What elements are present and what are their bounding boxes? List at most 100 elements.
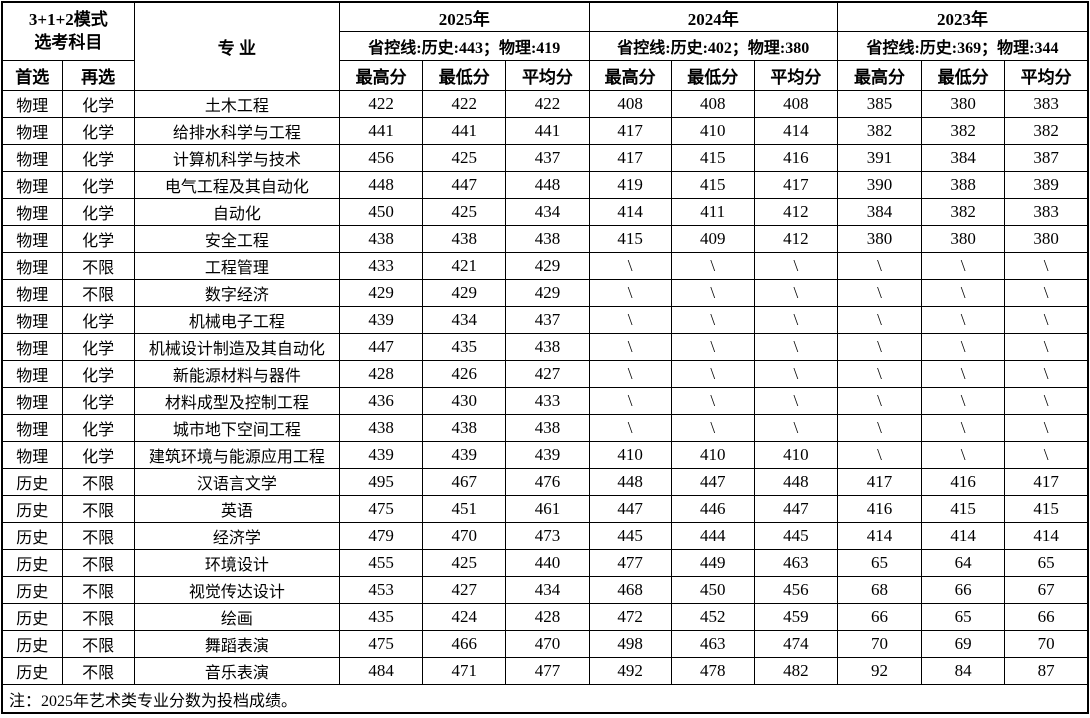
score-cell: 447 [753, 495, 838, 523]
second-choice-cell: 化学 [61, 414, 135, 442]
score-column-header-row: 首选 再选 最高分 最低分 平均分 最高分 最低分 平均分 最高分 最低分 平均… [1, 60, 1089, 91]
score-cell: 446 [670, 495, 755, 523]
score-cell: \ [670, 279, 755, 307]
score-col-header-max: 最高分 [836, 60, 923, 91]
score-cell: 449 [670, 549, 755, 577]
score-cell: 417 [588, 144, 672, 172]
score-cell: 417 [1004, 468, 1089, 496]
score-cell: 422 [505, 90, 590, 118]
score-cell: \ [1004, 414, 1089, 442]
score-cell: 470 [422, 522, 507, 550]
score-cell: \ [753, 306, 838, 334]
score-cell: 459 [753, 603, 838, 631]
score-cell: 450 [670, 576, 755, 604]
year-header-2023: 2023年 [836, 1, 1089, 32]
table-row: 物理 化学 城市地下空间工程 438 438 438 \ \ \ \ \ \ [1, 414, 1089, 442]
first-choice-cell: 物理 [1, 441, 63, 469]
score-cell: 415 [921, 495, 1006, 523]
second-choice-cell: 化学 [61, 171, 135, 199]
score-cell: \ [588, 360, 672, 388]
score-cell: 390 [836, 171, 923, 199]
score-cell: 64 [921, 549, 1006, 577]
major-cell: 音乐表演 [133, 657, 341, 685]
score-cell: 416 [836, 495, 923, 523]
score-cell: 463 [670, 630, 755, 658]
score-cell: 415 [670, 171, 755, 199]
score-cell: 436 [339, 387, 424, 415]
score-cell: \ [921, 279, 1006, 307]
major-cell: 电气工程及其自动化 [133, 171, 341, 199]
score-cell: \ [921, 306, 1006, 334]
score-col-header-max: 最高分 [339, 60, 424, 91]
score-cell: \ [836, 252, 923, 280]
first-choice-cell: 物理 [1, 171, 63, 199]
score-cell: \ [1004, 306, 1089, 334]
score-cell: 450 [339, 198, 424, 226]
score-cell: 416 [921, 468, 1006, 496]
score-cell: 383 [1004, 90, 1089, 118]
score-cell: 438 [505, 333, 590, 361]
score-cell: 445 [588, 522, 672, 550]
score-cell: \ [753, 360, 838, 388]
score-cell: 424 [422, 603, 507, 631]
major-column-header: 专 业 [133, 1, 341, 91]
score-cell: 477 [505, 657, 590, 685]
score-cell: 383 [1004, 198, 1089, 226]
major-cell: 给排水科学与工程 [133, 117, 341, 145]
score-cell: 426 [422, 360, 507, 388]
first-choice-cell: 物理 [1, 360, 63, 388]
score-cell: \ [670, 387, 755, 415]
score-cell: 410 [753, 441, 838, 469]
second-choice-cell: 化学 [61, 144, 135, 172]
second-choice-cell: 化学 [61, 225, 135, 253]
table-row: 历史 不限 音乐表演 484 471 477 492 478 482 92 84… [1, 657, 1089, 685]
score-cell: 463 [753, 549, 838, 577]
table-row: 历史 不限 视觉传达设计 453 427 434 468 450 456 68 … [1, 576, 1089, 604]
year-header-row: 3+1+2模式 选考科目 专 业 2025年 2024年 2023年 [1, 1, 1089, 91]
second-choice-cell: 化学 [61, 90, 135, 118]
second-choice-cell: 不限 [61, 603, 135, 631]
score-cell: \ [1004, 279, 1089, 307]
score-cell: 66 [921, 576, 1006, 604]
score-cell: \ [1004, 387, 1089, 415]
first-choice-cell: 物理 [1, 279, 63, 307]
score-cell: 380 [921, 90, 1006, 118]
score-cell: \ [670, 333, 755, 361]
score-cell: 65 [921, 603, 1006, 631]
score-cell: 70 [836, 630, 923, 658]
score-cell: 438 [422, 414, 507, 442]
table-row: 物理 化学 电气工程及其自动化 448 447 448 419 415 417 … [1, 171, 1089, 199]
table-row: 物理 化学 安全工程 438 438 438 415 409 412 380 3… [1, 225, 1089, 253]
score-cell: 439 [505, 441, 590, 469]
table-row: 历史 不限 环境设计 455 425 440 477 449 463 65 64… [1, 549, 1089, 577]
score-cell: 441 [505, 117, 590, 145]
second-choice-cell: 不限 [61, 279, 135, 307]
score-cell: 415 [588, 225, 672, 253]
major-cell: 城市地下空间工程 [133, 414, 341, 442]
score-cell: 388 [921, 171, 1006, 199]
mode-line-2: 选考科目 [34, 32, 103, 52]
major-cell: 自动化 [133, 198, 341, 226]
score-cell: 478 [670, 657, 755, 685]
first-choice-cell: 历史 [1, 522, 63, 550]
score-cell: 422 [422, 90, 507, 118]
score-cell: \ [921, 441, 1006, 469]
score-col-header-min: 最低分 [921, 60, 1006, 91]
score-cell: 438 [339, 225, 424, 253]
score-cell: \ [836, 306, 923, 334]
score-cell: \ [670, 414, 755, 442]
second-choice-cell: 不限 [61, 522, 135, 550]
score-cell: 408 [753, 90, 838, 118]
score-cell: 70 [1004, 630, 1089, 658]
score-cell: 414 [1004, 522, 1089, 550]
first-choice-cell: 历史 [1, 657, 63, 685]
score-cell: 425 [422, 198, 507, 226]
score-cell: 417 [836, 468, 923, 496]
second-choice-cell: 不限 [61, 468, 135, 496]
score-cell: 428 [505, 603, 590, 631]
first-choice-cell: 物理 [1, 414, 63, 442]
score-cell: \ [1004, 252, 1089, 280]
table-row: 物理 化学 土木工程 422 422 422 408 408 408 385 3… [1, 90, 1089, 118]
score-cell: 453 [339, 576, 424, 604]
